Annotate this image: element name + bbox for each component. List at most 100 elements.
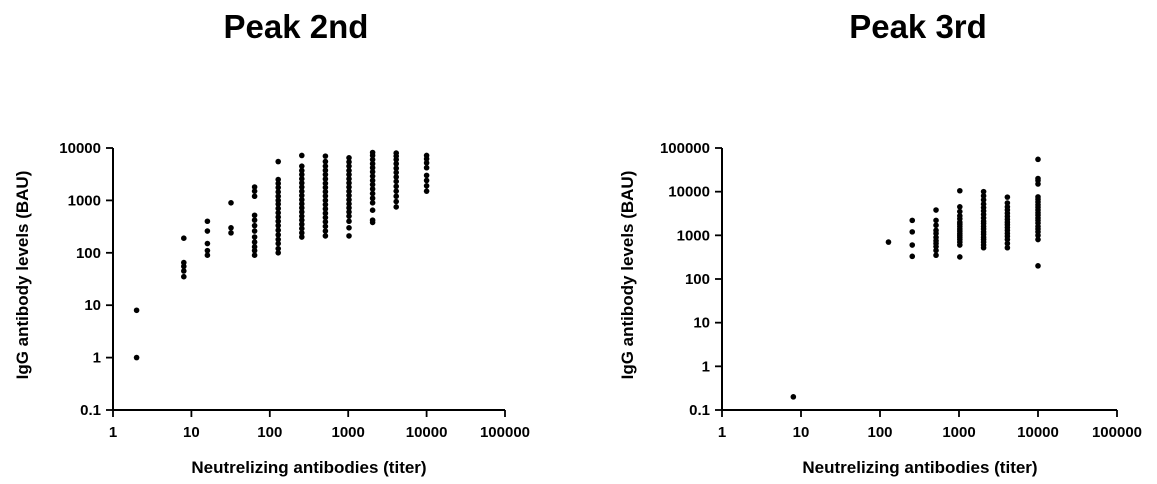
data-point xyxy=(346,163,352,169)
data-point xyxy=(181,235,187,241)
data-point xyxy=(957,254,963,260)
data-point xyxy=(204,252,211,258)
data-point xyxy=(228,224,234,231)
data-point xyxy=(275,184,282,191)
x-tick-label: 1000 xyxy=(332,424,365,441)
data-point xyxy=(1004,200,1011,206)
data-point xyxy=(251,244,258,250)
data-point xyxy=(933,252,939,259)
data-point xyxy=(322,214,329,221)
data-point xyxy=(957,208,963,215)
data-point xyxy=(423,172,430,179)
x-tick-label: 100 xyxy=(867,424,892,441)
data-point xyxy=(204,247,211,254)
data-point xyxy=(1035,236,1041,243)
data-point xyxy=(346,213,352,219)
chart-peak-2nd: Peak 2nd IgG antibody levels (BAU) Neutr… xyxy=(13,8,530,477)
data-point xyxy=(322,201,329,208)
data-point xyxy=(1004,194,1011,200)
data-point xyxy=(322,219,329,225)
data-point xyxy=(369,164,376,171)
data-point xyxy=(393,178,400,185)
data-point xyxy=(322,163,329,169)
y-tick-label: 1 xyxy=(93,350,101,367)
data-point xyxy=(369,173,376,179)
data-point xyxy=(299,167,305,174)
chart-title: Peak 3rd xyxy=(849,8,987,45)
data-point xyxy=(1004,240,1011,247)
data-point xyxy=(423,152,430,159)
data-point xyxy=(369,177,376,184)
data-point xyxy=(275,227,282,233)
x-tick-label: 10 xyxy=(183,424,200,441)
data-point xyxy=(275,176,282,183)
x-tick-label: 100000 xyxy=(480,424,530,441)
data-point xyxy=(369,160,376,167)
data-point xyxy=(322,171,329,178)
data-point xyxy=(299,205,305,211)
data-point xyxy=(322,153,329,159)
data-point xyxy=(1004,244,1011,251)
data-point xyxy=(275,209,282,216)
chart-peak-3rd: Peak 3rd IgG antibody levels (BAU) Neutr… xyxy=(618,8,1142,477)
data-point xyxy=(133,354,140,361)
data-point xyxy=(181,273,187,280)
y-tick-label: 100000 xyxy=(660,140,710,157)
data-point xyxy=(346,196,352,203)
data-point xyxy=(275,236,282,243)
x-tick-label: 10 xyxy=(793,424,810,441)
data-point xyxy=(275,218,282,225)
data-point xyxy=(393,198,400,205)
data-point xyxy=(299,201,305,207)
data-point xyxy=(299,163,305,169)
y-tick-label: 100 xyxy=(685,271,710,288)
data-point xyxy=(299,152,305,159)
y-tick-label: 1 xyxy=(702,358,710,375)
data-point xyxy=(299,230,305,236)
data-point xyxy=(251,217,258,223)
data-point xyxy=(299,221,305,228)
data-point xyxy=(322,176,329,182)
data-point xyxy=(322,158,329,165)
data-point xyxy=(299,196,305,203)
data-point xyxy=(957,187,963,194)
data-point xyxy=(980,201,987,207)
data-point xyxy=(299,188,305,195)
data-point xyxy=(346,188,352,195)
data-point xyxy=(346,176,352,182)
data-point xyxy=(423,188,430,194)
data-point xyxy=(346,218,352,225)
chart-title: Peak 2nd xyxy=(224,8,369,45)
data-point xyxy=(322,167,329,174)
data-point xyxy=(909,217,916,224)
data-point xyxy=(275,232,282,238)
x-tick-label: 100 xyxy=(257,424,282,441)
data-point xyxy=(346,209,352,215)
data-point xyxy=(181,259,187,266)
data-point xyxy=(346,155,352,161)
data-point xyxy=(275,245,282,252)
data-point xyxy=(346,184,352,190)
data-point xyxy=(423,177,430,184)
x-tick-label: 1 xyxy=(718,424,726,441)
x-tick-label: 1000 xyxy=(942,424,975,441)
data-point xyxy=(393,193,400,200)
data-point xyxy=(346,171,352,178)
data-point xyxy=(1035,194,1041,200)
data-point xyxy=(275,250,282,256)
data-point xyxy=(322,184,329,191)
data-point xyxy=(299,192,305,199)
y-tick-label: 10 xyxy=(693,315,710,332)
data-point xyxy=(322,197,329,204)
data-point xyxy=(957,204,963,210)
data-point xyxy=(423,164,430,171)
data-point xyxy=(204,218,211,225)
y-tick-label: 1000 xyxy=(677,227,710,244)
data-point xyxy=(275,158,282,165)
data-point xyxy=(369,217,376,223)
data-point xyxy=(251,252,258,258)
data-point xyxy=(980,188,987,195)
data-point xyxy=(369,186,376,192)
data-point xyxy=(299,184,305,190)
